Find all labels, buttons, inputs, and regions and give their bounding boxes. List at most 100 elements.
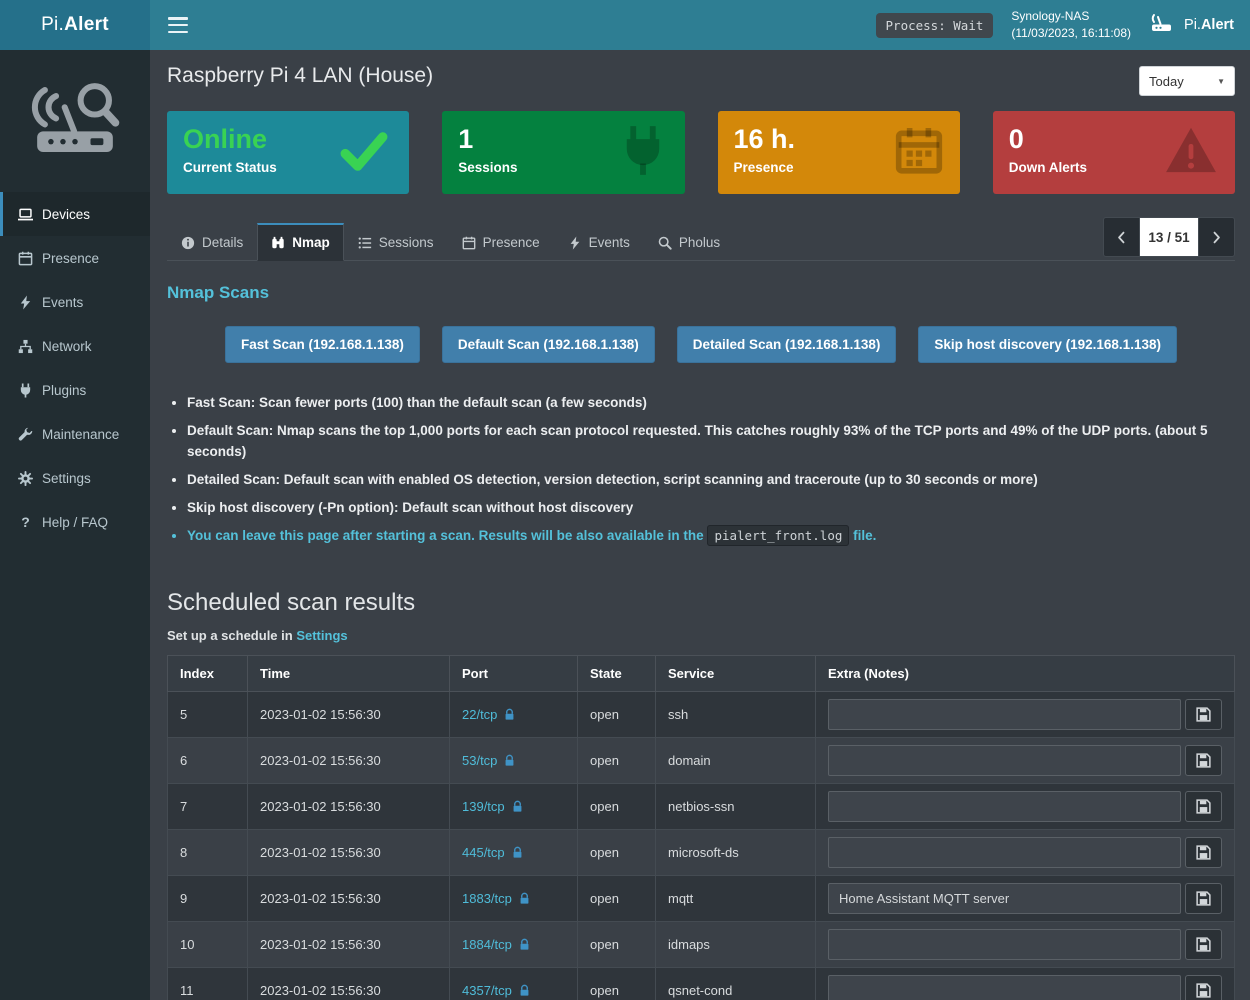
log-note-text: You can leave this page after starting a… [187, 528, 704, 544]
bolt-icon [570, 235, 579, 250]
table-row: 11 2023-01-02 15:56:30 4357/tcp open qsn… [167, 966, 1235, 1000]
sidebar-item-help[interactable]: ? Help / FAQ [0, 500, 150, 544]
chevron-left-icon [1118, 231, 1125, 243]
cell-time: 2023-01-02 15:56:30 [247, 874, 450, 922]
bullet-default-scan: Default Scan: Nmap scans the top 1,000 p… [187, 421, 1235, 462]
brand-logo[interactable]: Pi. Alert [0, 0, 150, 50]
table-header-row: Index Time Port State Service Extra (Not… [167, 654, 1235, 692]
hamburger-menu-icon[interactable] [168, 17, 188, 33]
period-select-value: Today [1149, 73, 1184, 89]
cell-time: 2023-01-02 15:56:30 [247, 782, 450, 830]
tab-label: Details [202, 235, 244, 250]
tab-sessions[interactable]: Sessions [344, 223, 448, 261]
note-input[interactable] [828, 882, 1181, 914]
save-icon [1196, 706, 1211, 722]
host-name: Synology-NAS [1011, 8, 1090, 23]
note-input[interactable] [828, 744, 1181, 776]
port-link[interactable]: 1883/tcp [462, 891, 530, 906]
save-icon [1196, 752, 1211, 768]
skip-host-discovery-button[interactable]: Skip host discovery (192.168.1.138) [918, 326, 1177, 363]
pagination-prev-button[interactable] [1103, 217, 1140, 257]
sessions-box[interactable]: 1 Sessions [442, 111, 685, 194]
sidebar-item-settings[interactable]: Settings [0, 456, 150, 500]
tab-presence[interactable]: Presence [448, 223, 554, 261]
note-input[interactable] [828, 836, 1181, 868]
tab-details[interactable]: Details [167, 223, 257, 261]
cell-notes [815, 782, 1235, 830]
tab-pholus[interactable]: Pholus [644, 223, 734, 261]
save-note-button[interactable] [1185, 744, 1222, 776]
cell-index: 8 [167, 828, 248, 876]
note-input[interactable] [828, 974, 1181, 1000]
settings-link[interactable]: Settings [296, 627, 348, 643]
save-note-button[interactable] [1185, 974, 1222, 1000]
port-label: 53/tcp [462, 752, 498, 768]
col-service: Service [655, 654, 816, 692]
sidebar-item-maintenance[interactable]: Maintenance [0, 412, 150, 456]
lock-icon [504, 708, 515, 721]
table-row: 10 2023-01-02 15:56:30 1884/tcp open idm… [167, 920, 1235, 968]
col-state: State [577, 654, 656, 692]
save-note-button[interactable] [1185, 928, 1222, 960]
port-link[interactable]: 445/tcp [462, 845, 523, 860]
cell-notes [815, 920, 1235, 968]
cell-port: 22/tcp [449, 690, 578, 738]
status-box[interactable]: Online Current Status [167, 111, 410, 194]
sidebar-item-plugins[interactable]: Plugins [0, 368, 150, 412]
port-link[interactable]: 53/tcp [462, 753, 515, 768]
sidebar-item-presence[interactable]: Presence [0, 236, 150, 280]
lock-icon [519, 984, 530, 997]
save-note-button[interactable] [1185, 882, 1222, 914]
port-link[interactable]: 1884/tcp [462, 937, 530, 952]
user-menu[interactable]: Pi.Alert [1149, 13, 1234, 37]
lock-icon [519, 892, 530, 905]
calendar-icon [894, 125, 944, 180]
save-icon [1196, 844, 1211, 860]
save-note-button[interactable] [1185, 698, 1222, 730]
host-info: Synology-NAS (11/03/2023, 16:11:08) [1011, 8, 1131, 43]
down-alerts-box[interactable]: 0 Down Alerts [992, 111, 1235, 194]
cell-service: netbios-ssn [655, 782, 816, 830]
sidebar: Devices Presence Events Network Plugins … [0, 50, 150, 1000]
cell-time: 2023-01-02 15:56:30 [247, 736, 450, 784]
main-content: Raspberry Pi 4 LAN (House) Today ▼ Onlin… [150, 50, 1250, 1000]
log-file-chip: pialert_front.log [707, 525, 850, 547]
cell-port: 4357/tcp [449, 966, 578, 1000]
note-input[interactable] [828, 698, 1181, 730]
period-select[interactable]: Today ▼ [1139, 66, 1235, 96]
status-label: Current Status [183, 160, 277, 176]
cell-time: 2023-01-02 15:56:30 [247, 690, 450, 738]
cell-notes [815, 736, 1235, 784]
tab-events[interactable]: Events [554, 223, 644, 261]
calendar-icon [462, 236, 475, 249]
cell-port: 445/tcp [449, 828, 578, 876]
fast-scan-button[interactable]: Fast Scan (192.168.1.138) [225, 326, 420, 363]
pagination-next-button[interactable] [1198, 217, 1235, 257]
chevron-right-icon [1213, 231, 1220, 243]
presence-box[interactable]: 16 h. Presence [717, 111, 960, 194]
tab-nmap[interactable]: Nmap [257, 223, 344, 261]
sessions-value: 1 [458, 124, 474, 154]
save-note-button[interactable] [1185, 836, 1222, 868]
sidebar-item-label: Events [42, 294, 84, 310]
port-link[interactable]: 4357/tcp [462, 983, 530, 998]
port-link[interactable]: 139/tcp [462, 799, 523, 814]
nmap-scans-heading: Nmap Scans [167, 283, 270, 302]
port-link[interactable]: 22/tcp [462, 707, 515, 722]
cell-notes [815, 966, 1235, 1000]
sidebar-item-network[interactable]: Network [0, 324, 150, 368]
note-input[interactable] [828, 790, 1181, 822]
note-input[interactable] [828, 928, 1181, 960]
detailed-scan-button[interactable]: Detailed Scan (192.168.1.138) [676, 326, 897, 363]
port-label: 1884/tcp [462, 936, 512, 952]
sidebar-item-events[interactable]: Events [0, 280, 150, 324]
cell-state: open [577, 782, 656, 830]
down-alerts-label: Down Alerts [1008, 160, 1088, 176]
device-pagination: 13 / 51 [1103, 217, 1235, 257]
default-scan-button[interactable]: Default Scan (192.168.1.138) [441, 326, 655, 363]
save-icon [1196, 936, 1211, 952]
sidebar-item-label: Settings [42, 470, 91, 486]
sidebar-item-devices[interactable]: Devices [0, 192, 150, 236]
save-note-button[interactable] [1185, 790, 1222, 822]
cell-state: open [577, 966, 656, 1000]
